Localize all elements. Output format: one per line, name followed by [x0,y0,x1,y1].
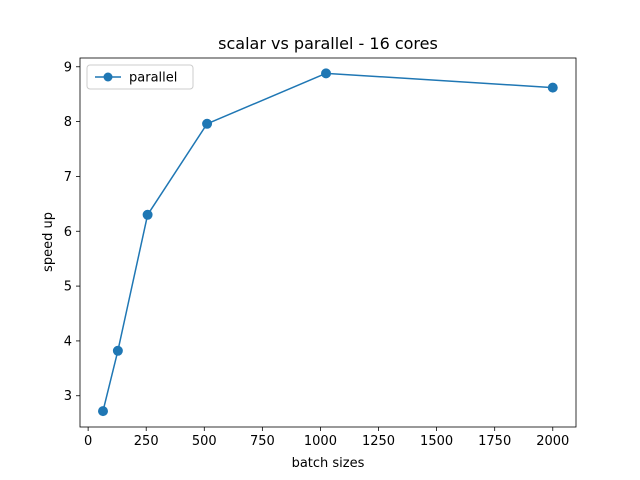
x-tick-label: 1250 [362,434,395,449]
y-tick-label: 3 [64,389,72,404]
x-tick-label: 750 [250,434,275,449]
legend-box [86,64,194,90]
x-tick-label: 1500 [420,434,453,449]
x-tick-label: 2000 [536,434,569,449]
x-tick-label: 1750 [478,434,511,449]
data-point [112,345,123,356]
x-tick-label: 250 [134,434,159,449]
y-tick-label: 7 [64,170,72,185]
legend-label: parallel [129,71,177,86]
y-tick-label: 6 [64,225,72,240]
data-point [321,68,332,79]
plot-area: 0 250 500 750 1000 1250 1500 1750 2000 3 4 5 6 7 8 9 par… [64,57,577,449]
data-point [547,82,558,93]
x-tick-label: 500 [192,434,217,449]
y-tick-label: 8 [64,115,72,130]
legend-marker [103,72,113,82]
x-tick-label: 1000 [304,434,337,449]
axes-frame [79,57,577,428]
y-tick-label: 5 [64,280,72,295]
y-axis-label: speed up [41,212,56,272]
chart-title: scalar vs parallel - 16 cores [218,34,438,53]
data-point [202,118,213,129]
y-tick-label: 4 [64,334,72,349]
x-tick-label: 0 [84,434,92,449]
x-axis-label: batch sizes [292,456,365,471]
y-tick-label: 9 [64,60,72,75]
data-point [142,209,153,220]
series-line [102,72,553,412]
data-point [97,406,108,417]
